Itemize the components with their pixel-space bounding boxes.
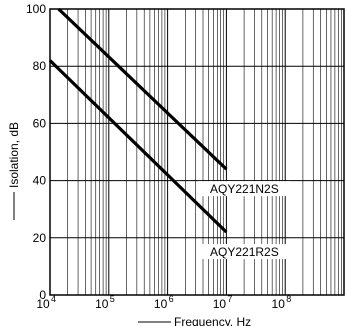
- x-tick-exponent: 4: [51, 294, 56, 304]
- x-tick-label: 10: [154, 297, 168, 311]
- series-label: AQY221N2S: [210, 182, 279, 196]
- x-tick-exponent: 5: [110, 294, 115, 304]
- series-label-background: [198, 181, 291, 197]
- x-tick-label: 10: [36, 297, 50, 311]
- x-axis-title: Frequency, Hz: [138, 315, 251, 326]
- x-tick-exponent: 7: [227, 294, 232, 304]
- y-axis-title: Isolation, dB: [7, 122, 21, 220]
- x-tick-label: 10: [95, 297, 109, 311]
- y-tick-label: 40: [33, 174, 47, 188]
- x-tick-label: 10: [213, 297, 227, 311]
- grid: [50, 9, 344, 295]
- y-tick-label: 0: [39, 288, 46, 302]
- x-tick-label: 10: [272, 297, 286, 311]
- x-axis-label: Frequency, Hz: [174, 315, 251, 326]
- y-tick-label: 100: [26, 2, 46, 16]
- y-tick-label: 80: [33, 59, 47, 73]
- plot-frame: [49, 8, 345, 296]
- series-lines: [48, 7, 228, 234]
- x-tick-exponent: 8: [286, 294, 291, 304]
- y-tick-label: 60: [33, 116, 47, 130]
- series-line-aqy221n2s: [57, 7, 228, 171]
- series-label: AQY221R2S: [210, 245, 279, 259]
- y-axis-label: Isolation, dB: [7, 122, 21, 188]
- series-line-aqy221r2s: [48, 59, 228, 234]
- series-labels: AQY221N2S AQY221R2S: [198, 181, 291, 260]
- x-tick-exponent: 6: [169, 294, 174, 304]
- y-tick-label: 20: [33, 231, 47, 245]
- series-label-background: [198, 244, 291, 260]
